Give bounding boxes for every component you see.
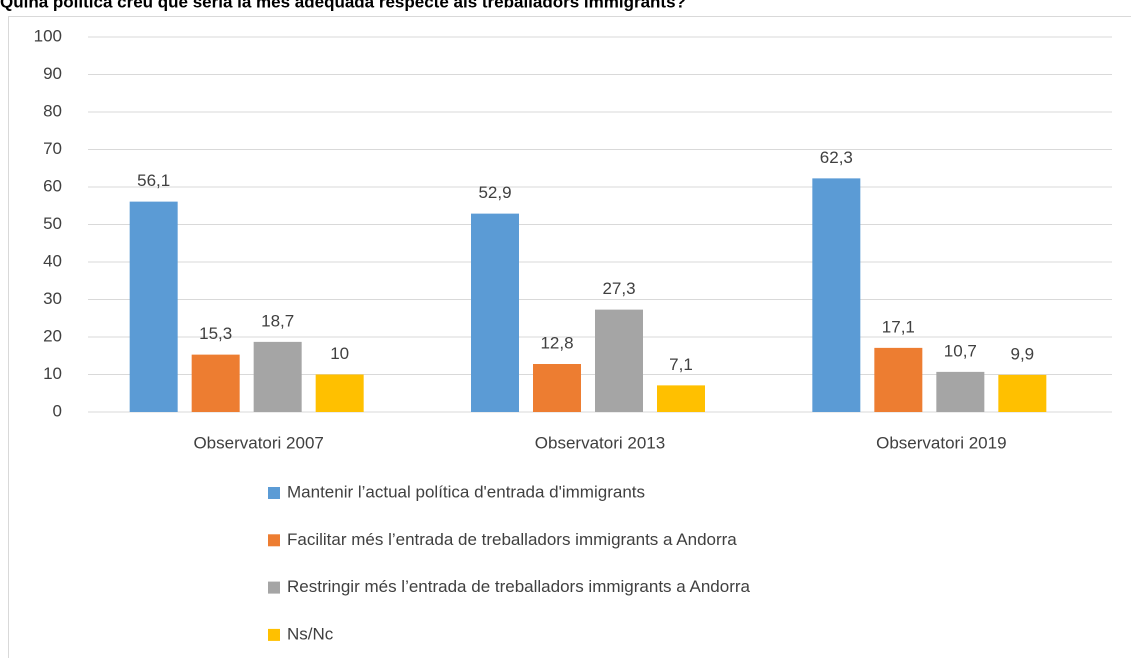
x-tick-label: Observatori 2007 (193, 433, 323, 452)
value-label: 18,7 (261, 311, 294, 330)
bar (315, 374, 364, 412)
legend-swatch (268, 534, 280, 547)
bar (471, 213, 519, 412)
legend-swatch (268, 581, 280, 594)
bar (191, 354, 240, 412)
y-tick-label: 90 (43, 64, 62, 83)
bar (595, 309, 643, 412)
legend-label: Restringir més l’entrada de treballadors… (287, 577, 751, 596)
y-tick-label: 80 (43, 101, 62, 120)
bar (936, 371, 985, 412)
y-tick-label: 30 (43, 289, 62, 308)
chart-frame (8, 16, 1131, 658)
legend-label: Ns/Nc (287, 624, 334, 643)
y-tick-label: 0 (53, 401, 62, 420)
y-tick-label: 20 (43, 326, 62, 345)
y-tick-label: 60 (43, 176, 62, 195)
legend-swatch (268, 487, 280, 499)
value-label: 10,7 (944, 341, 977, 360)
value-label: 12,8 (540, 333, 573, 352)
value-label: 9,9 (1011, 344, 1035, 363)
y-tick-label: 10 (43, 364, 62, 383)
bar (812, 178, 861, 412)
value-label: 10 (330, 344, 349, 363)
value-label: 27,3 (602, 279, 635, 298)
bar (253, 341, 302, 412)
x-tick-label: Observatori 2013 (535, 433, 665, 452)
y-tick-label: 40 (43, 251, 62, 270)
bar (129, 201, 178, 412)
bar (874, 347, 923, 412)
legend-swatch (268, 628, 280, 641)
bar (998, 374, 1047, 412)
value-label: 15,3 (199, 324, 232, 343)
bar (657, 385, 705, 412)
legend-label: Facilitar més l’entrada de treballadors … (287, 530, 737, 549)
x-tick-label: Observatori 2019 (876, 433, 1006, 452)
value-label: 17,1 (882, 317, 915, 336)
y-tick-label: 100 (34, 26, 62, 45)
value-label: 56,1 (137, 171, 170, 190)
legend-label: Mantenir l’actual política d'entrada d'i… (287, 482, 645, 501)
value-label: 7,1 (669, 355, 693, 374)
value-label: 62,3 (820, 148, 853, 167)
value-label: 52,9 (478, 183, 511, 202)
chart-title: Quina política creu que seria la més ade… (0, 0, 686, 11)
y-tick-label: 50 (43, 214, 62, 233)
bar (533, 364, 581, 412)
y-tick-label: 70 (43, 139, 62, 158)
